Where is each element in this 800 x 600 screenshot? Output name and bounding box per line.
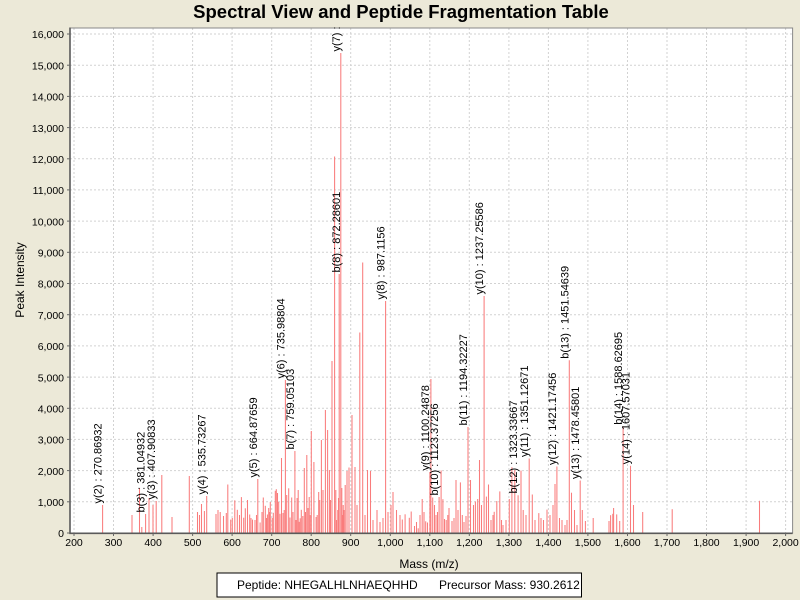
svg-text:500: 500 — [184, 537, 202, 549]
svg-text:300: 300 — [105, 537, 123, 549]
svg-text:1,000: 1,000 — [377, 537, 403, 549]
svg-text:b(12) : 1323.33667: b(12) : 1323.33667 — [508, 401, 520, 494]
svg-text:y(10) : 1237.25586: y(10) : 1237.25586 — [474, 202, 486, 294]
svg-text:0: 0 — [58, 528, 64, 540]
svg-text:400: 400 — [144, 537, 162, 549]
svg-text:14,000: 14,000 — [32, 92, 64, 104]
svg-text:y(3) : 407.90833: y(3) : 407.90833 — [146, 419, 158, 499]
svg-text:1,500: 1,500 — [575, 537, 601, 549]
svg-text:y(9) : 1100.24878: y(9) : 1100.24878 — [420, 385, 432, 470]
svg-text:2,000: 2,000 — [772, 537, 798, 549]
svg-text:y(6) : 735.98804: y(6) : 735.98804 — [275, 298, 287, 378]
svg-text:600: 600 — [223, 537, 241, 549]
svg-text:Mass (m/z): Mass (m/z) — [399, 557, 458, 571]
svg-text:1,900: 1,900 — [733, 537, 759, 549]
svg-text:y(14) : 1607.57031: y(14) : 1607.57031 — [621, 372, 633, 464]
svg-text:1,800: 1,800 — [693, 537, 719, 549]
svg-text:6,000: 6,000 — [38, 341, 64, 353]
svg-text:3,000: 3,000 — [38, 435, 64, 447]
svg-text:Peptide: NHEGALHLNHAEQHHD: Peptide: NHEGALHLNHAEQHHD — [237, 578, 418, 592]
svg-text:200: 200 — [65, 537, 83, 549]
svg-text:13,000: 13,000 — [32, 123, 64, 135]
svg-text:12,000: 12,000 — [32, 154, 64, 166]
svg-text:1,600: 1,600 — [614, 537, 640, 549]
svg-text:y(12) : 1421.17456: y(12) : 1421.17456 — [547, 373, 559, 465]
svg-text:1,200: 1,200 — [456, 537, 482, 549]
svg-text:b(14) : 1588.62695: b(14) : 1588.62695 — [613, 332, 625, 425]
svg-text:y(4) : 535.73267: y(4) : 535.73267 — [197, 414, 209, 494]
svg-text:1,400: 1,400 — [535, 537, 561, 549]
svg-text:y(2) : 270.86932: y(2) : 270.86932 — [93, 423, 105, 503]
svg-text:2,000: 2,000 — [38, 466, 64, 478]
svg-text:b(13) : 1451.54639: b(13) : 1451.54639 — [559, 266, 571, 359]
svg-text:9,000: 9,000 — [38, 248, 64, 260]
svg-text:y(13) : 1478.45801: y(13) : 1478.45801 — [570, 387, 582, 479]
svg-text:b(7) : 759.05103: b(7) : 759.05103 — [285, 369, 297, 450]
svg-text:4,000: 4,000 — [38, 404, 64, 416]
svg-text:b(8) : 872.28601: b(8) : 872.28601 — [331, 192, 343, 273]
svg-text:b(11) : 1194.32227: b(11) : 1194.32227 — [458, 334, 470, 425]
svg-text:y(8) : 987.1156: y(8) : 987.1156 — [376, 226, 388, 299]
svg-text:b(3) : 381.04932: b(3) : 381.04932 — [136, 432, 148, 513]
svg-text:1,700: 1,700 — [654, 537, 680, 549]
svg-text:b(10) : 1123.37256: b(10) : 1123.37256 — [429, 403, 441, 495]
svg-text:1,100: 1,100 — [417, 537, 443, 549]
svg-text:Precursor Mass: 930.2612: Precursor Mass: 930.2612 — [439, 578, 580, 592]
svg-text:700: 700 — [263, 537, 281, 549]
svg-text:11,000: 11,000 — [33, 185, 64, 197]
svg-text:15,000: 15,000 — [32, 60, 64, 72]
svg-text:Spectral View and Peptide Frag: Spectral View and Peptide Fragmentation … — [193, 1, 609, 22]
svg-text:10,000: 10,000 — [32, 216, 64, 228]
svg-text:900: 900 — [342, 537, 360, 549]
svg-text:1,000: 1,000 — [38, 497, 64, 509]
svg-text:5,000: 5,000 — [38, 372, 64, 384]
svg-text:Peak Intensity: Peak Intensity — [13, 242, 27, 317]
svg-text:8,000: 8,000 — [38, 279, 64, 291]
svg-text:y(11) : 1351.12671: y(11) : 1351.12671 — [519, 365, 531, 457]
svg-text:1,300: 1,300 — [496, 537, 522, 549]
svg-text:y(7) : 875.31206: y(7) : 875.31206 — [331, 0, 343, 52]
svg-text:y(5) : 664.87659: y(5) : 664.87659 — [248, 397, 260, 477]
svg-text:16,000: 16,000 — [32, 29, 64, 41]
svg-text:800: 800 — [302, 537, 320, 549]
svg-text:7,000: 7,000 — [38, 310, 64, 322]
